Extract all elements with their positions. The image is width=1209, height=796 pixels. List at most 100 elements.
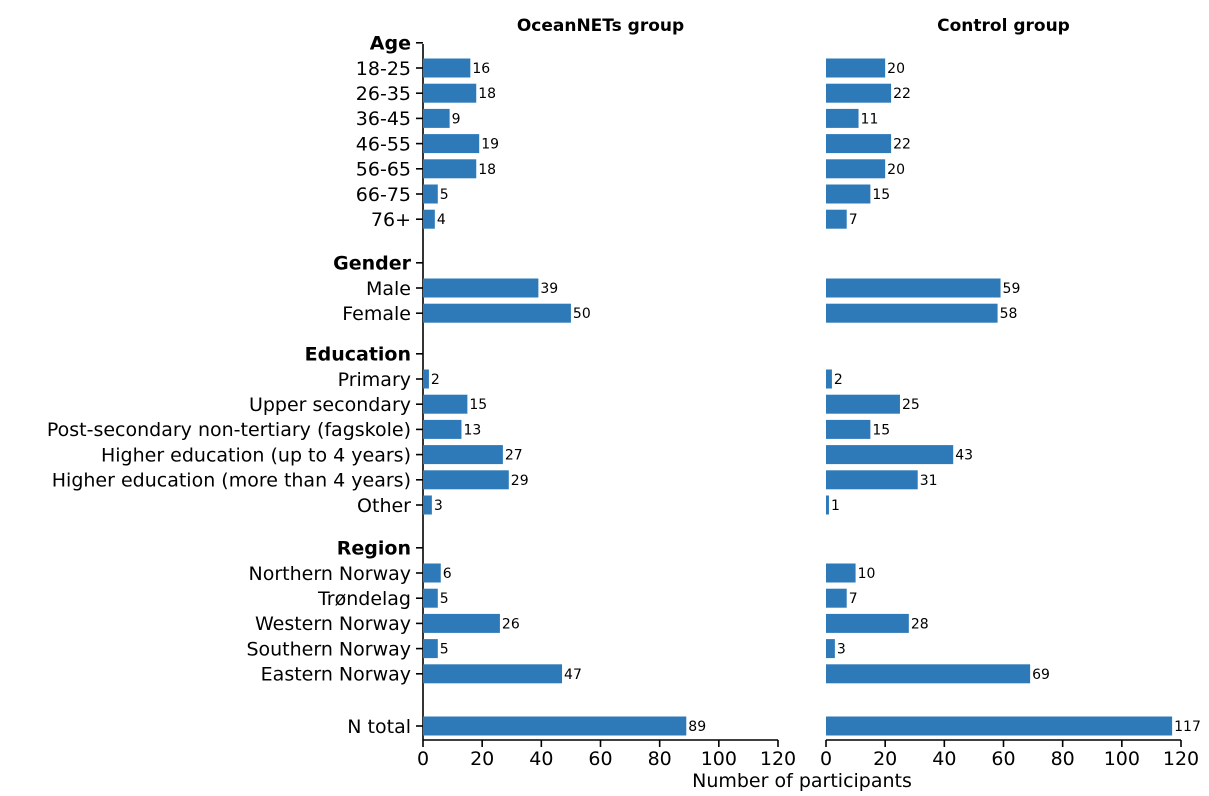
bar-oceannets-66-75 (423, 184, 438, 204)
group-title-education: Education (305, 344, 411, 366)
bar-control-post-secondary-non-tertiary-fagskole (826, 419, 871, 439)
value-label-control-upper-secondary: 25 (902, 397, 920, 413)
bar-control-male (826, 278, 1001, 298)
x-tick-label-control-60: 60 (991, 748, 1015, 770)
bar-control-n-total (826, 716, 1173, 736)
category-label-female: Female (342, 303, 411, 325)
category-label-66-75: 66-75 (356, 184, 411, 206)
category-label-trøndelag: Trøndelag (317, 588, 411, 610)
value-label-control-trøndelag: 7 (849, 591, 858, 607)
value-label-oceannets-higher-education-up-to-4-years: 27 (505, 448, 523, 464)
x-tick-label-oceannets-80: 80 (648, 748, 672, 770)
value-label-control-66-75: 15 (872, 187, 890, 203)
value-label-control-26-35: 22 (893, 86, 911, 102)
bar-control-66-75 (826, 184, 871, 204)
bar-control-other (826, 495, 829, 515)
panel-title-control: Control group (937, 16, 1070, 36)
value-label-oceannets-other: 3 (434, 498, 443, 514)
bar-control-female (826, 303, 998, 323)
value-label-oceannets-male: 39 (540, 281, 558, 297)
bar-oceannets-higher-education-more-than-4-years (423, 470, 509, 490)
category-label-18-25: 18-25 (356, 58, 411, 80)
x-tick-label-oceannets-40: 40 (529, 748, 553, 770)
category-label-26-35: 26-35 (356, 83, 411, 105)
x-tick-label-oceannets-100: 100 (701, 748, 737, 770)
bar-oceannets-other (423, 495, 432, 515)
category-label-46-55: 46-55 (356, 133, 411, 155)
category-label-higher-education-more-than-4-years: Higher education (more than 4 years) (52, 470, 411, 492)
category-label-upper-secondary: Upper secondary (249, 394, 411, 416)
x-axis-title: Number of participants (692, 770, 912, 792)
bar-oceannets-26-35 (423, 83, 477, 103)
bar-oceannets-post-secondary-non-tertiary-fagskole (423, 419, 462, 439)
group-title-region: Region (337, 538, 411, 560)
bar-oceannets-primary (423, 369, 429, 389)
group-title-age: Age (370, 33, 411, 55)
bar-control-western-norway (826, 613, 909, 633)
bar-oceannets-36-45 (423, 108, 450, 128)
category-label-36-45: 36-45 (356, 108, 411, 130)
bar-oceannets-18-25 (423, 58, 471, 78)
category-label-n-total: N total (347, 716, 411, 738)
value-label-control-56-65: 20 (887, 162, 905, 178)
bar-control-upper-secondary (826, 394, 900, 414)
bar-control-higher-education-more-than-4-years (826, 470, 918, 490)
bar-control-trøndelag (826, 588, 847, 608)
value-label-oceannets-36-45: 9 (452, 111, 461, 127)
x-tick-label-oceannets-0: 0 (417, 748, 429, 770)
bar-oceannets-male (423, 278, 539, 298)
value-label-control-western-norway: 28 (911, 616, 929, 632)
category-label-76: 76+ (371, 209, 411, 231)
bar-oceannets-46-55 (423, 134, 480, 154)
bar-control-56-65 (826, 159, 886, 179)
category-label-male: Male (366, 278, 411, 300)
value-label-control-primary: 2 (834, 372, 843, 388)
bar-oceannets-female (423, 303, 571, 323)
value-label-control-higher-education-more-than-4-years: 31 (920, 473, 938, 489)
category-label-primary: Primary (338, 369, 411, 391)
value-label-control-76: 7 (849, 212, 858, 228)
value-label-control-46-55: 22 (893, 137, 911, 153)
value-label-oceannets-26-35: 18 (478, 86, 496, 102)
x-tick-label-oceannets-120: 120 (760, 748, 796, 770)
value-label-oceannets-primary: 2 (431, 372, 440, 388)
value-label-oceannets-n-total: 89 (688, 719, 706, 735)
value-label-control-southern-norway: 3 (837, 642, 846, 658)
value-label-control-18-25: 20 (887, 61, 905, 77)
x-tick-label-control-80: 80 (1051, 748, 1075, 770)
bar-oceannets-76 (423, 209, 435, 229)
value-label-control-male: 59 (1003, 281, 1021, 297)
value-label-control-36-45: 11 (861, 111, 879, 127)
value-label-control-other: 1 (831, 498, 840, 514)
bar-oceannets-higher-education-up-to-4-years (423, 445, 503, 465)
bar-control-18-25 (826, 58, 886, 78)
bar-control-eastern-norway (826, 664, 1031, 684)
bar-control-primary (826, 369, 832, 389)
bar-oceannets-trøndelag (423, 588, 438, 608)
x-tick-label-control-120: 120 (1163, 748, 1199, 770)
bar-oceannets-56-65 (423, 159, 477, 179)
value-label-oceannets-56-65: 18 (478, 162, 496, 178)
value-label-oceannets-66-75: 5 (440, 187, 449, 203)
group-title-gender: Gender (333, 253, 411, 275)
bar-oceannets-northern-norway (423, 563, 441, 583)
value-label-oceannets-southern-norway: 5 (440, 642, 449, 658)
bar-oceannets-upper-secondary (423, 394, 468, 414)
x-tick-label-oceannets-20: 20 (470, 748, 494, 770)
bar-control-southern-norway (826, 639, 835, 659)
value-label-control-eastern-norway: 69 (1032, 667, 1050, 683)
bar-control-46-55 (826, 134, 892, 154)
x-tick-label-control-20: 20 (873, 748, 897, 770)
value-label-control-n-total: 117 (1174, 719, 1201, 735)
value-label-control-northern-norway: 10 (858, 566, 876, 582)
x-tick-label-control-40: 40 (932, 748, 956, 770)
value-label-oceannets-upper-secondary: 15 (469, 397, 487, 413)
value-label-oceannets-northern-norway: 6 (443, 566, 452, 582)
value-label-oceannets-trøndelag: 5 (440, 591, 449, 607)
bar-oceannets-eastern-norway (423, 664, 563, 684)
value-label-oceannets-higher-education-more-than-4-years: 29 (511, 473, 529, 489)
x-tick-label-control-100: 100 (1104, 748, 1140, 770)
bar-control-higher-education-up-to-4-years (826, 445, 954, 465)
value-label-oceannets-female: 50 (573, 306, 591, 322)
